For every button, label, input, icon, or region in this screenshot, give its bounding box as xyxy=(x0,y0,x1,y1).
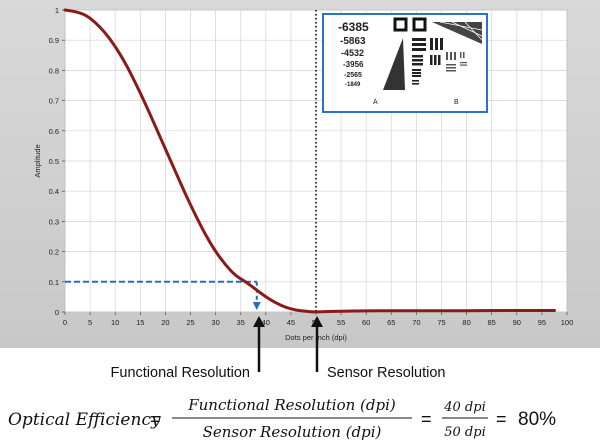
x-tick-label: 25 xyxy=(186,318,194,327)
y-tick-label: 0.4 xyxy=(49,187,59,196)
inset-number: -3956 xyxy=(343,60,364,69)
y-tick-label: 0.5 xyxy=(49,157,59,166)
sensor-resolution-callout: Sensor Resolution xyxy=(327,365,446,381)
x-tick-label: 100 xyxy=(561,318,574,327)
inset-fine-marks xyxy=(446,52,467,72)
x-tick-label: 75 xyxy=(437,318,445,327)
x-tick-label: 0 xyxy=(63,318,67,327)
x-tick-label: 35 xyxy=(237,318,245,327)
formula-equals: = xyxy=(421,409,432,429)
inset-number: -5863 xyxy=(340,36,366,47)
resolution-target-inset: -6385 -5863 -4532 -3956 -2565 -1849 xyxy=(322,13,488,113)
x-tick-label: 40 xyxy=(262,318,270,327)
y-tick-label: 0.9 xyxy=(49,36,59,45)
y-tick-label: 0.7 xyxy=(49,97,59,106)
inset-bar-groups xyxy=(412,38,443,85)
x-tick-label: 5 xyxy=(88,318,92,327)
x-tick-label: 70 xyxy=(412,318,420,327)
formula-denominator-value: 50 dpi xyxy=(444,425,485,440)
y-tick-label: 0 xyxy=(55,308,59,317)
y-tick-label: 0.1 xyxy=(49,278,59,287)
x-tick-label: 90 xyxy=(513,318,521,327)
y-tick-label: 0.6 xyxy=(49,127,59,136)
inset-wedge-lines xyxy=(439,21,483,41)
inset-wedge-a xyxy=(383,38,405,90)
formula-equals: = xyxy=(496,409,507,429)
y-tick-labels: 0 0.1 0.2 0.3 0.4 0.5 0.6 0.7 0.8 0.9 1 xyxy=(49,6,59,317)
optical-efficiency-formula: Optical Efficiency = Functional Resoluti… xyxy=(8,396,556,441)
inset-label-b: B xyxy=(454,99,459,106)
x-tick-labels: 0510152025303540455055606570758085909510… xyxy=(63,318,573,327)
x-tick-label: 60 xyxy=(362,318,370,327)
x-tick-label: 80 xyxy=(462,318,470,327)
x-tick-label: 65 xyxy=(387,318,395,327)
formula-lhs: Optical Efficiency xyxy=(8,410,161,430)
inset-number: -4532 xyxy=(341,48,364,58)
inset-number: -2565 xyxy=(344,72,362,79)
inset-square-mark xyxy=(393,17,408,32)
x-tick-label: 85 xyxy=(488,318,496,327)
y-tick-label: 1 xyxy=(55,6,59,15)
x-tick-label: 95 xyxy=(538,318,546,327)
inset-label-a: A xyxy=(373,99,378,106)
x-tick-label: 20 xyxy=(161,318,169,327)
formula-equals: = xyxy=(150,409,161,429)
x-tick-label: 15 xyxy=(136,318,144,327)
x-tick-label: 30 xyxy=(211,318,219,327)
formula-numerator-value: 40 dpi xyxy=(443,400,485,415)
functional-resolution-callout-arrow xyxy=(253,316,265,372)
x-tick-label: 55 xyxy=(337,318,345,327)
inset-number: -6385 xyxy=(338,20,369,34)
inset-number-column: -6385 -5863 -4532 -3956 -2565 -1849 xyxy=(338,20,369,88)
y-tick-label: 0.3 xyxy=(49,217,59,226)
sensor-resolution-callout-arrow xyxy=(311,316,323,372)
functional-resolution-drop-arrowhead xyxy=(252,302,261,310)
x-tick-label: 45 xyxy=(287,318,295,327)
functional-resolution-callout: Functional Resolution xyxy=(111,365,250,381)
inset-square-mark xyxy=(412,17,427,32)
y-axis-title: Amplitude xyxy=(33,144,42,177)
y-tick-label: 0.8 xyxy=(49,66,59,75)
inset-number: -1849 xyxy=(345,82,361,88)
series-line xyxy=(63,8,556,314)
formula-numerator: Functional Resolution (dpi) xyxy=(187,396,396,414)
formula-result: 80% xyxy=(518,409,556,430)
x-tick-label: 10 xyxy=(111,318,119,327)
y-tick-label: 0.2 xyxy=(49,248,59,257)
formula-denominator: Sensor Resolution (dpi) xyxy=(203,423,382,441)
